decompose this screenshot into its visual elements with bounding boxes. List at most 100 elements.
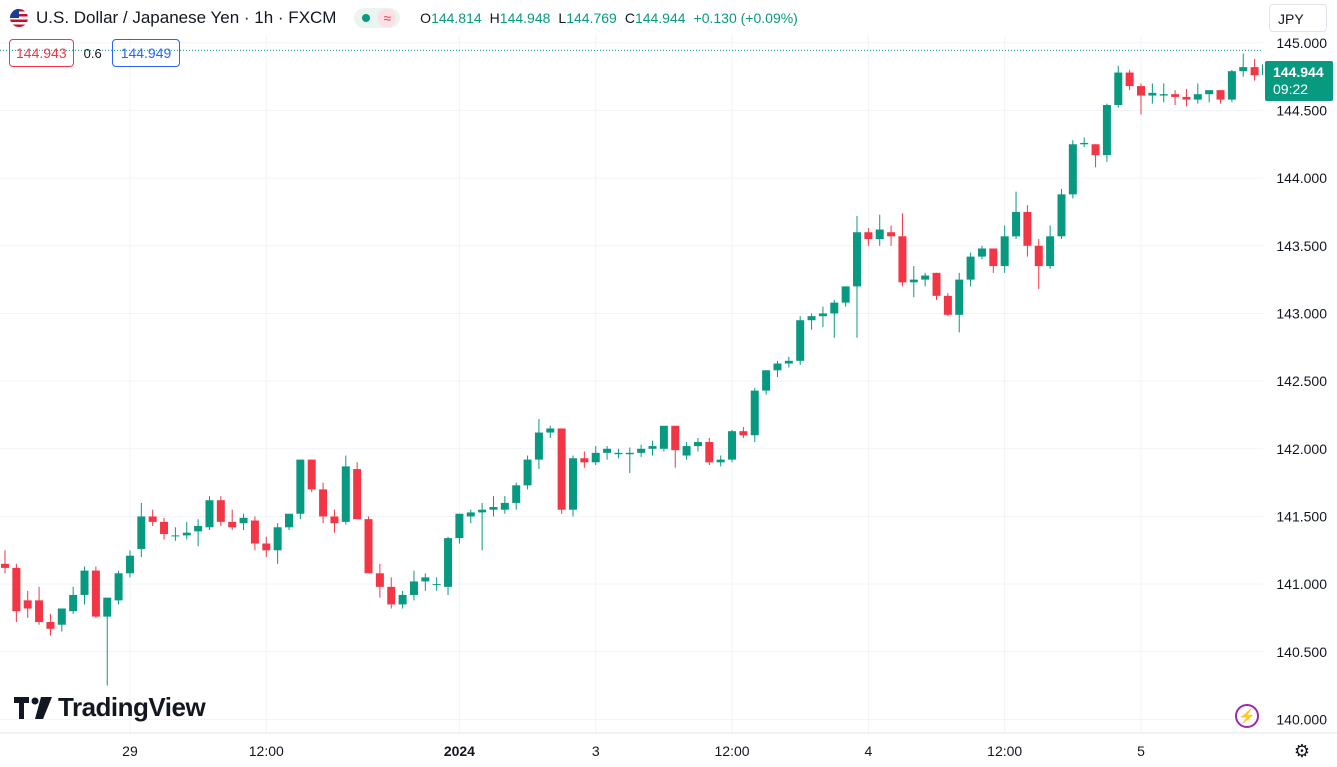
candle: [705, 437, 714, 466]
close-label: C: [624, 10, 635, 26]
candle-body: [353, 469, 362, 520]
candle-body: [637, 448, 646, 453]
candle: [375, 563, 384, 598]
candle: [682, 442, 691, 460]
candle-body: [160, 521, 169, 535]
candle: [432, 577, 441, 591]
open-value: 144.814: [431, 10, 482, 26]
tradingview-logo[interactable]: TradingView: [14, 692, 206, 723]
bar-countdown: 09:22: [1273, 81, 1309, 97]
candle: [319, 482, 328, 524]
candle: [523, 455, 532, 490]
time-tick-label: 12:00: [249, 743, 284, 759]
lightning-icon[interactable]: ⚡: [1235, 704, 1259, 728]
candle-body: [557, 428, 566, 510]
buy-button[interactable]: 144.949: [111, 39, 181, 67]
candle-body: [523, 459, 532, 486]
logo-text: TradingView: [58, 692, 206, 722]
candle: [1102, 103, 1111, 162]
candle: [23, 590, 32, 618]
candle: [330, 509, 339, 533]
candle-body: [1250, 67, 1259, 76]
candle-body: [69, 594, 78, 612]
candle-body: [57, 608, 66, 625]
candle: [205, 496, 214, 530]
candle-body: [171, 535, 180, 537]
candle-body: [728, 431, 737, 460]
candle: [216, 496, 225, 526]
candle-body: [887, 232, 896, 237]
candle: [739, 427, 748, 438]
price-axis-bg: [1263, 0, 1337, 733]
time-axis[interactable]: 29 12:00 2024 3 12:00 4 12:00 5: [0, 732, 1337, 759]
candle: [512, 482, 521, 510]
candle: [1227, 69, 1236, 103]
candle: [478, 502, 487, 551]
candle-body: [409, 581, 418, 595]
delayed-data-icon: ≈: [378, 9, 397, 27]
candle-body: [512, 485, 521, 503]
candle-body: [182, 532, 191, 536]
candle-body: [239, 517, 248, 524]
symbol-title[interactable]: U.S. Dollar / Japanese Yen · 1h · FXCM: [36, 8, 337, 27]
time-tick-label: 4: [864, 743, 872, 759]
candle: [1080, 137, 1089, 147]
sell-button[interactable]: 144.943: [9, 39, 74, 67]
candle: [148, 509, 157, 526]
currency-selector[interactable]: JPY: [1269, 4, 1327, 32]
candle-body: [1148, 92, 1157, 96]
candle-body: [387, 586, 396, 605]
change-value: +0.130 (+0.09%): [693, 10, 798, 26]
gear-icon[interactable]: ⚙: [1293, 741, 1311, 761]
candle: [864, 228, 873, 246]
symbol-header: U.S. Dollar / Japanese Yen · 1h · FXCM ≈…: [0, 0, 798, 36]
candle: [1159, 83, 1168, 103]
candle: [1239, 53, 1248, 77]
price-tick-label: 143.000: [1276, 305, 1327, 321]
candle: [1023, 205, 1032, 257]
candle-body: [591, 452, 600, 463]
candle: [1000, 225, 1009, 273]
candle-body: [955, 279, 964, 315]
candle-body: [216, 500, 225, 522]
candle: [1125, 69, 1134, 91]
candle-body: [1, 563, 9, 568]
time-tick-label: 3: [592, 743, 600, 759]
candle: [796, 316, 805, 365]
ohlc-values: O144.814 H144.948 L144.769 C144.944 +0.1…: [420, 10, 798, 26]
candle: [262, 536, 271, 558]
high-value: 144.948: [499, 10, 551, 26]
last-price-label: 144.944 09:22: [1265, 61, 1333, 101]
candle-body: [262, 543, 271, 551]
bid-ask-panel: 144.943 0.6 144.949: [9, 39, 181, 67]
candle-body: [1012, 211, 1021, 237]
price-axis[interactable]: 140.000 140.500 141.000 141.500 142.000 142.5…: [1263, 0, 1337, 733]
candle: [853, 216, 861, 338]
candle: [784, 356, 793, 368]
price-tick-label: 144.000: [1276, 170, 1327, 186]
candle: [659, 425, 668, 452]
candle-body: [762, 370, 771, 391]
candle-body: [830, 302, 839, 314]
candle: [1148, 83, 1157, 104]
candle: [466, 509, 475, 524]
candle-body: [500, 502, 509, 510]
candle-body: [977, 248, 986, 257]
candle: [273, 523, 282, 564]
candle-body: [421, 577, 430, 582]
market-status[interactable]: ≈: [354, 8, 401, 28]
candle: [421, 573, 430, 591]
candle-body: [1023, 211, 1032, 246]
candle: [1057, 188, 1066, 240]
candle-body: [864, 232, 873, 240]
price-tick-label: 144.500: [1276, 102, 1327, 118]
candle: [228, 509, 237, 530]
candle: [80, 566, 89, 605]
candle-body: [1239, 67, 1248, 72]
candle-body: [12, 567, 21, 612]
candle: [1216, 90, 1225, 104]
candle-body: [330, 516, 339, 524]
candle-body: [341, 466, 350, 522]
candle-body: [194, 525, 203, 532]
